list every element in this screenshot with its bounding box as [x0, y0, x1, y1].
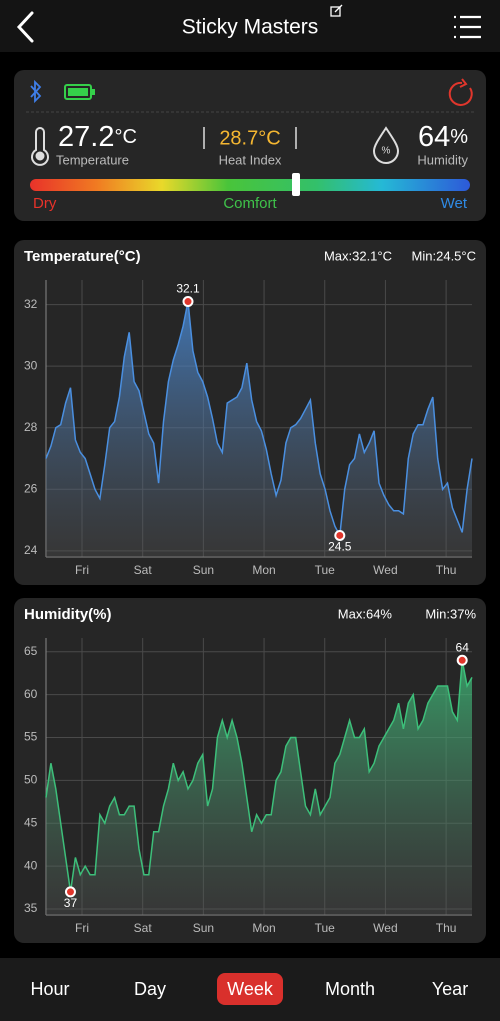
menu-button[interactable] [454, 15, 481, 39]
area [46, 301, 472, 557]
x-tick-label: Fri [75, 921, 89, 935]
min-summary: Min:37% [425, 606, 476, 621]
y-tick-label: 40 [24, 858, 38, 872]
y-tick-label: 32 [24, 297, 38, 311]
chart-title: Humidity(%) [24, 606, 112, 623]
x-tick-label: Sun [193, 563, 214, 577]
refresh-button[interactable] [448, 78, 473, 106]
bluetooth-icon [30, 79, 42, 104]
humidity-reading: 64% [418, 121, 468, 153]
x-tick-label: Sat [134, 563, 153, 577]
x-tick-label: Sun [193, 921, 214, 935]
battery-icon [64, 84, 95, 100]
y-tick-label: 26 [24, 481, 38, 495]
extreme-marker [64, 886, 76, 898]
x-tick-label: Mon [252, 921, 275, 935]
y-tick-label: 50 [24, 773, 38, 787]
x-tick-label: Sat [134, 921, 153, 935]
humidity-icon: % [372, 126, 400, 164]
heat-index-reading: 28.7°C [219, 127, 280, 149]
y-tick-label: 55 [24, 730, 38, 744]
extreme-marker [456, 654, 468, 666]
line [45, 301, 473, 539]
max-summary: Max:64% [338, 606, 393, 621]
back-button[interactable] [16, 11, 34, 43]
data-label: 64 [456, 640, 470, 654]
tab[interactable]: Day [134, 979, 166, 999]
scale-low: Dry [33, 195, 57, 212]
comfort-marker [292, 173, 300, 196]
tab[interactable]: Week [227, 979, 274, 999]
x-tick-label: Tue [315, 921, 336, 935]
humidity-label: Humidity [417, 152, 468, 167]
area [46, 660, 472, 915]
thermometer-icon [31, 127, 49, 166]
x-tick-label: Mon [252, 563, 275, 577]
x-tick-label: Wed [373, 921, 397, 935]
tab[interactable]: Year [432, 979, 468, 999]
device-title[interactable]: Sticky Masters [182, 16, 319, 39]
y-tick-label: 24 [24, 543, 38, 557]
header-bar [0, 0, 500, 52]
min-summary: Min:24.5°C [412, 248, 476, 263]
scale-mid: Comfort [223, 195, 277, 212]
data-label: 24.5 [328, 540, 352, 554]
y-tick-label: 45 [24, 815, 38, 829]
scale-high: Wet [441, 195, 468, 212]
tab[interactable]: Hour [30, 979, 69, 999]
y-tick-label: 30 [24, 358, 38, 372]
x-tick-label: Thu [436, 921, 457, 935]
chart-title: Temperature(°C) [24, 248, 141, 265]
line [45, 660, 473, 892]
selected-tab-pill [217, 973, 283, 1005]
svg-text:%: % [382, 146, 391, 157]
temperature-reading: 27.2°C [58, 121, 137, 153]
extreme-marker [334, 529, 346, 541]
data-label: 32.1 [176, 282, 200, 296]
x-tick-label: Wed [373, 563, 397, 577]
x-tick-label: Tue [315, 563, 336, 577]
x-tick-label: Thu [436, 563, 457, 577]
y-tick-label: 28 [24, 420, 38, 434]
temperature-label: Temperature [56, 152, 129, 167]
y-tick-label: 65 [24, 644, 38, 658]
max-summary: Max:32.1°C [324, 248, 392, 263]
x-tick-label: Fri [75, 563, 89, 577]
data-label: 37 [64, 896, 78, 910]
y-tick-label: 60 [24, 687, 38, 701]
edit-icon[interactable] [330, 4, 343, 17]
y-tick-label: 35 [24, 901, 38, 915]
extreme-marker [182, 296, 194, 308]
heat-index-label: Heat Index [219, 152, 282, 167]
comfort-scale [30, 179, 470, 191]
tab[interactable]: Month [325, 979, 375, 999]
